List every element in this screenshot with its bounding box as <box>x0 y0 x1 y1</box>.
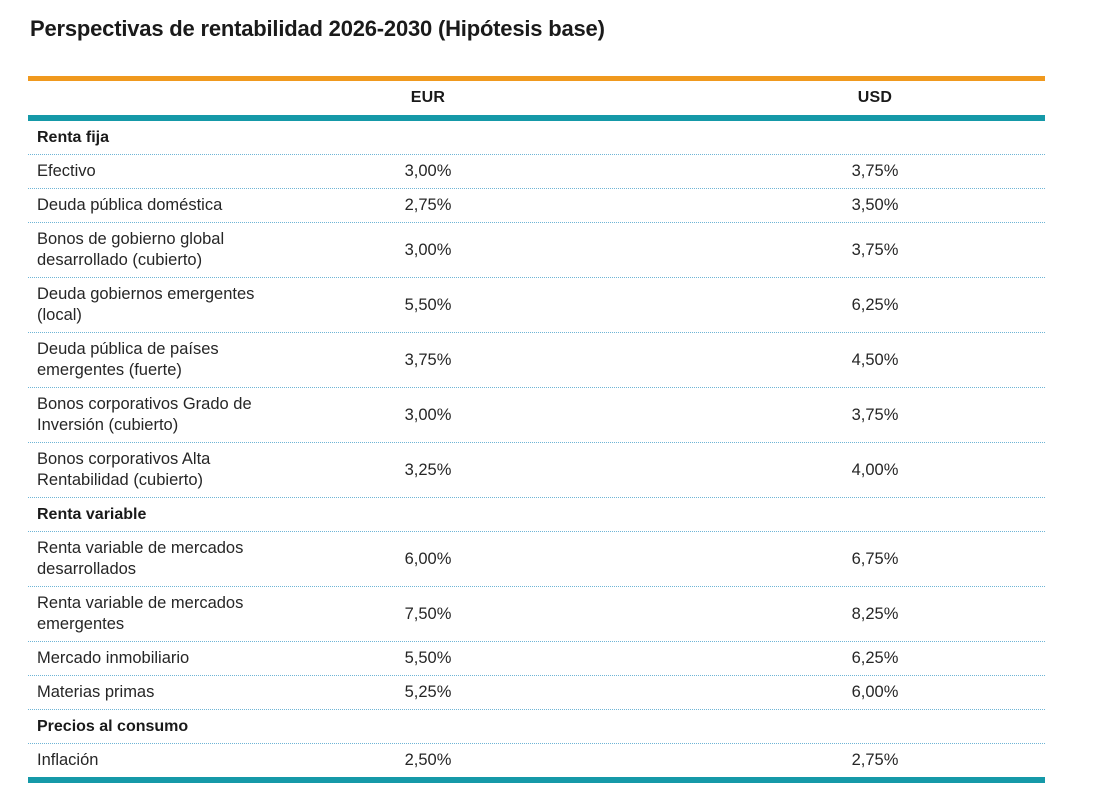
table-row: Mercado inmobiliario 5,50% 6,25% <box>28 642 1045 676</box>
top-accent-rule <box>28 76 1045 81</box>
usd-value: 6,25% <box>851 649 899 667</box>
section-label: Renta variable <box>37 506 147 523</box>
asset-class-label: Deuda pública doméstica <box>37 196 223 214</box>
asset-class-label: Renta variable de mercados emergentes <box>37 594 244 633</box>
section-label: Precios al consumo <box>37 718 189 735</box>
eur-value: 2,75% <box>404 196 452 214</box>
usd-value: 3,75% <box>851 162 899 180</box>
section-header-row: Renta fija <box>28 121 1045 155</box>
table-row: Materias primas 5,25% 6,00% <box>28 676 1045 710</box>
asset-class-label: Materias primas <box>37 683 155 701</box>
usd-value: 8,25% <box>851 604 899 623</box>
table-row: Efectivo 3,00% 3,75% <box>28 155 1045 189</box>
returns-table: EUR USD Renta fija Efectivo 3,00% 3,75% … <box>28 76 1045 783</box>
asset-class-label: Mercado inmobiliario <box>37 649 190 667</box>
usd-value: 2,75% <box>851 751 899 769</box>
asset-class-label: Bonos corporativos Alta Rentabilidad (cu… <box>37 450 211 489</box>
asset-class-label: Renta variable de mercados desarrollados <box>37 539 244 578</box>
table-row: Bonos de gobierno global desarrollado (c… <box>28 223 1045 278</box>
eur-value: 5,50% <box>404 295 452 314</box>
bottom-rule <box>28 777 1045 783</box>
eur-value: 3,75% <box>404 350 452 369</box>
table-row: Bonos corporativos Grado de Inversión (c… <box>28 388 1045 443</box>
eur-value: 3,00% <box>404 240 452 259</box>
usd-value: 6,00% <box>851 683 899 701</box>
table-row: Renta variable de mercados desarrollados… <box>28 532 1045 587</box>
asset-class-label: Efectivo <box>37 162 96 180</box>
eur-value: 3,25% <box>404 460 452 479</box>
table-body: Renta fija Efectivo 3,00% 3,75% Deuda pú… <box>28 121 1045 777</box>
section-header-row: Precios al consumo <box>28 710 1045 744</box>
column-header-eur: EUR <box>410 89 446 106</box>
table-row: Inflación 2,50% 2,75% <box>28 744 1045 777</box>
asset-class-label: Deuda gobiernos emergentes (local) <box>37 285 255 324</box>
usd-value: 4,00% <box>851 460 899 479</box>
eur-value: 6,00% <box>404 549 452 568</box>
usd-value: 6,75% <box>851 549 899 568</box>
usd-value: 3,75% <box>851 240 899 259</box>
table-row: Deuda pública de países emergentes (fuer… <box>28 333 1045 388</box>
asset-class-label: Inflación <box>37 751 99 769</box>
table-row: Bonos corporativos Alta Rentabilidad (cu… <box>28 443 1045 498</box>
eur-value: 3,00% <box>404 162 452 180</box>
eur-value: 3,00% <box>404 405 452 424</box>
table-row: Deuda pública doméstica 2,75% 3,50% <box>28 189 1045 223</box>
eur-value: 2,50% <box>404 751 452 769</box>
page-title: Perspectivas de rentabilidad 2026-2030 (… <box>30 16 605 41</box>
asset-class-label: Bonos corporativos Grado de Inversión (c… <box>37 395 252 434</box>
column-header-usd: USD <box>857 89 893 106</box>
table-row: Renta variable de mercados emergentes 7,… <box>28 587 1045 642</box>
asset-class-label: Deuda pública de países emergentes (fuer… <box>37 340 219 379</box>
eur-value: 5,50% <box>404 649 452 667</box>
usd-value: 3,75% <box>851 405 899 424</box>
header-rule <box>28 115 1045 121</box>
section-label: Renta fija <box>37 129 110 146</box>
usd-value: 3,50% <box>851 196 899 214</box>
table-header-row: EUR USD <box>28 81 1045 115</box>
eur-value: 7,50% <box>404 604 452 623</box>
asset-class-label: Bonos de gobierno global desarrollado (c… <box>37 230 225 269</box>
usd-value: 4,50% <box>851 350 899 369</box>
table-row: Deuda gobiernos emergentes (local) 5,50%… <box>28 278 1045 333</box>
usd-value: 6,25% <box>851 295 899 314</box>
section-header-row: Renta variable <box>28 498 1045 532</box>
eur-value: 5,25% <box>404 683 452 701</box>
